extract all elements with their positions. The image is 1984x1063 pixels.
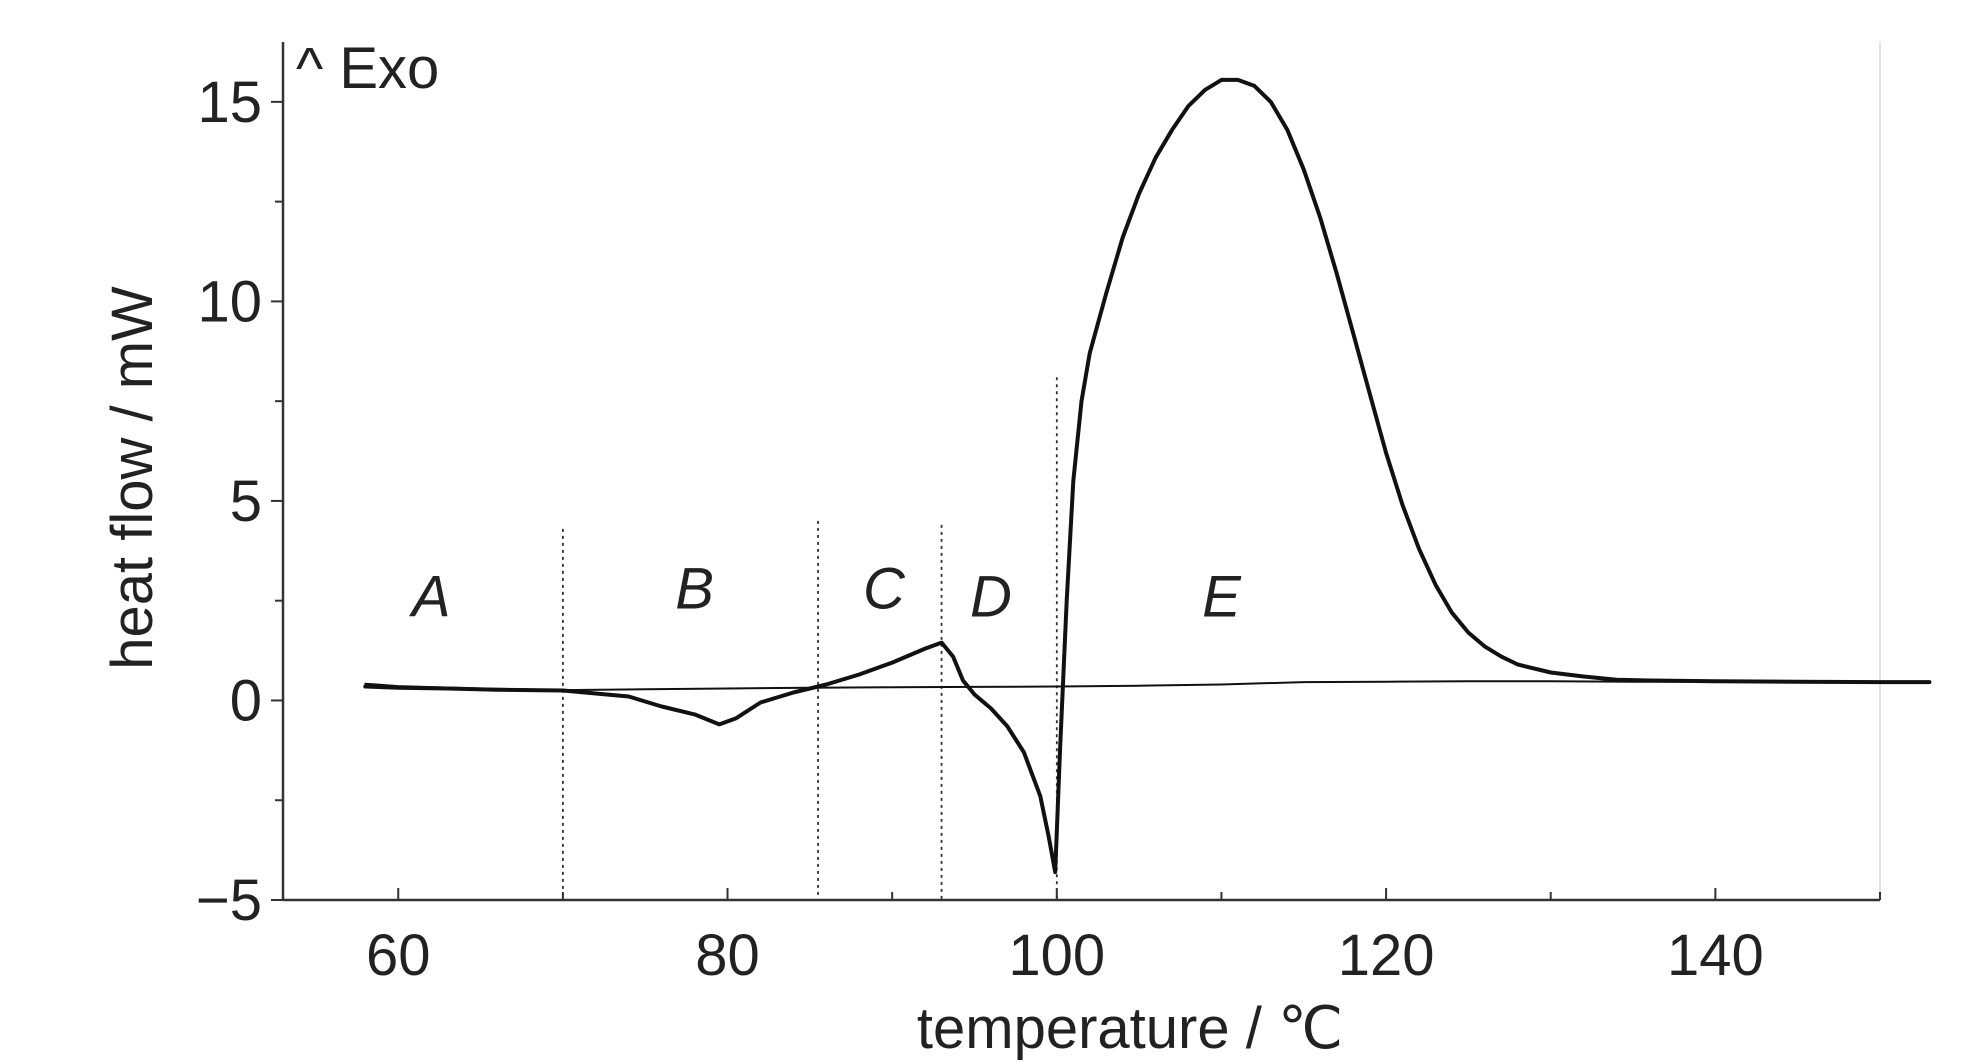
series-layer: [363, 77, 1932, 875]
x-tick-label: 100: [1008, 923, 1105, 988]
region-label-a: A: [409, 565, 451, 630]
region-label-e: E: [1202, 565, 1242, 630]
y-tick-label: 0: [230, 668, 262, 733]
x-tick-label: 120: [1338, 923, 1435, 988]
y-tick-label: 10: [197, 269, 262, 334]
exo-annotation: ^ Exo: [296, 36, 439, 101]
region-label-c: C: [863, 557, 906, 622]
x-ticks: 60 80 100 120 140: [366, 888, 1881, 988]
y-ticks: −5 0 5 10 15: [196, 70, 283, 933]
x-tick-label: 60: [366, 923, 431, 988]
plot-frame: [281, 42, 1881, 902]
region-label-b: B: [675, 557, 714, 622]
region-label-d: D: [970, 565, 1012, 630]
x-axis-title: temperature / ℃: [917, 996, 1343, 1061]
x-tick-label: 140: [1667, 923, 1764, 988]
heat-flow-curve: [363, 77, 1932, 875]
x-tick-label: 80: [695, 923, 760, 988]
region-boundaries: [561, 377, 1058, 900]
y-tick-label: −5: [196, 868, 262, 933]
y-axis-title: heat flow / mW: [100, 286, 165, 670]
y-tick-label: 5: [230, 469, 262, 534]
baseline-curve: [364, 680, 1931, 692]
y-tick-label: 15: [197, 70, 262, 135]
